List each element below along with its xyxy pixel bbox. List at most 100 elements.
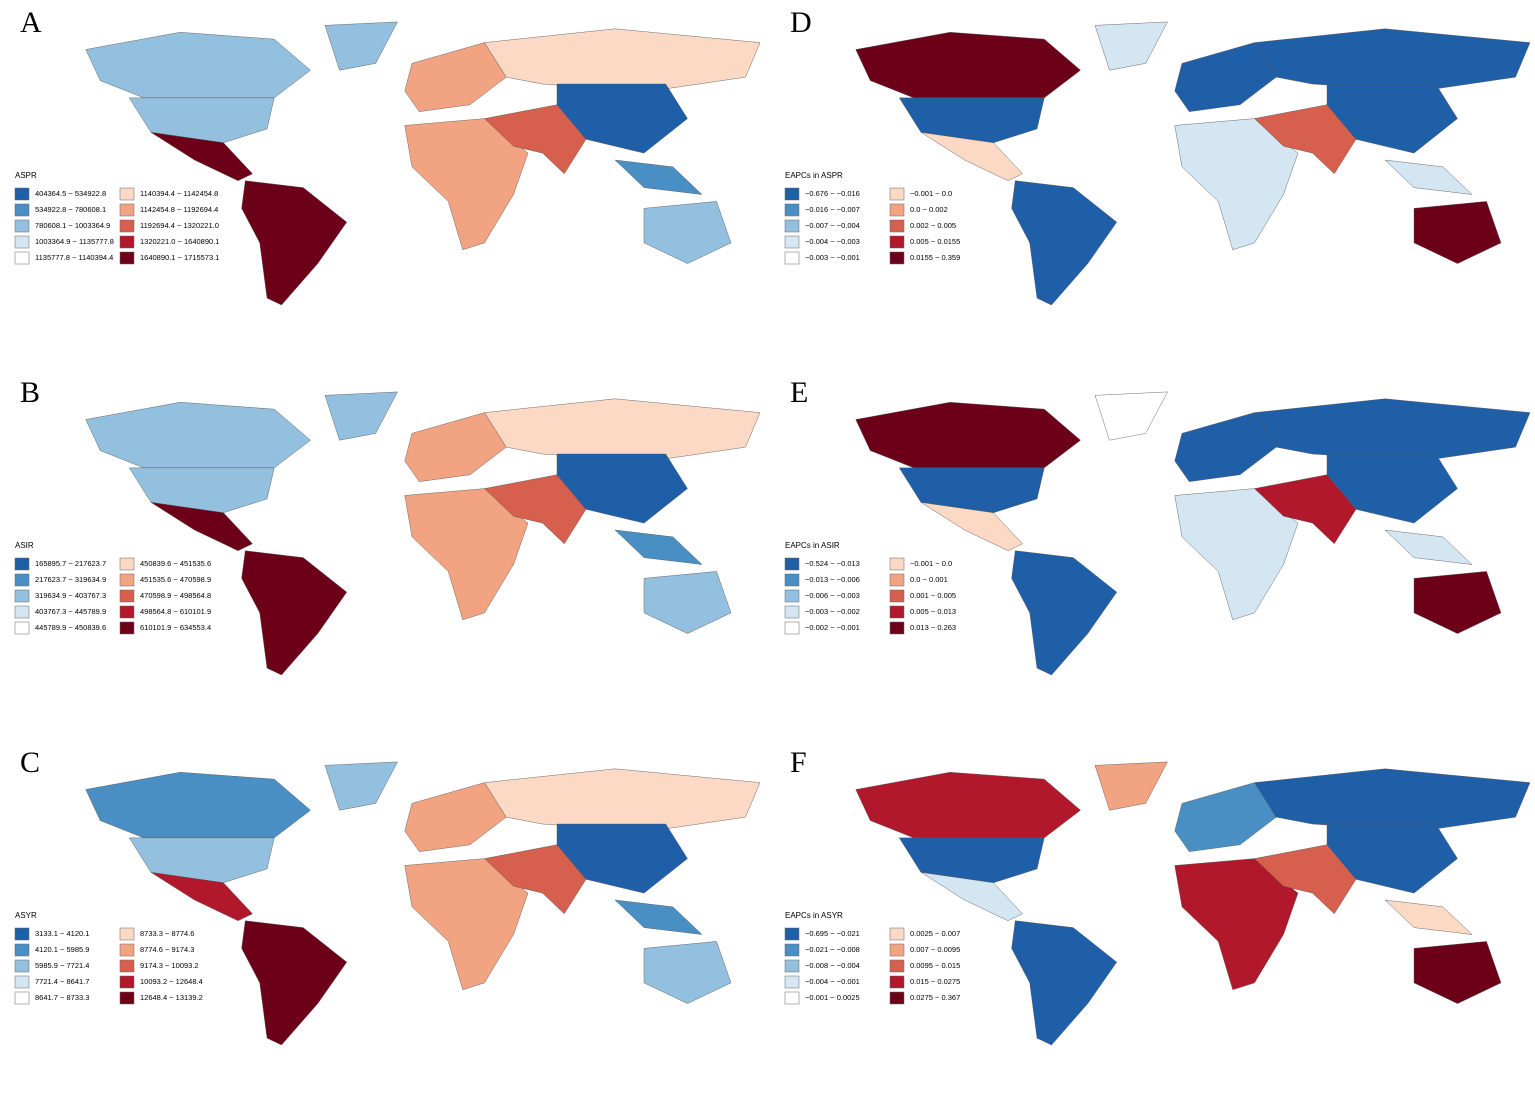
legend-label: −0.004 ~ −0.001 <box>805 977 860 986</box>
legend-swatch <box>889 975 905 989</box>
legend-label: 0.0 ~ 0.001 <box>910 575 948 584</box>
country-region <box>920 502 1023 551</box>
legend-swatch <box>119 187 135 201</box>
legend-swatch <box>14 605 30 619</box>
panel: C ASYR 3133.1 ~ 4120.1 4120.1 ~ 5985.9 5985.… <box>14 746 760 1045</box>
country-region <box>556 453 688 524</box>
legend-swatch <box>14 573 30 587</box>
country-region <box>556 823 688 894</box>
legend-swatch <box>889 991 905 1005</box>
legend-swatch <box>14 943 30 957</box>
legend-label: 12648.4 ~ 13139.2 <box>140 993 203 1002</box>
country-region <box>1254 768 1530 832</box>
legend-title: ASYR <box>15 911 37 920</box>
legend-label: 0.0275 ~ 0.367 <box>910 993 960 1002</box>
world-map <box>85 21 760 305</box>
panel: E EAPCs in ASIR −0.524 ~ −0.013 −0.013 ~ −0… <box>784 376 1530 675</box>
legend-label: 0.015 ~ 0.0275 <box>910 977 960 986</box>
legend-label: −0.676 ~ −0.016 <box>805 189 860 198</box>
legend-swatch <box>14 621 30 635</box>
legend-label: 1140394.4 ~ 1142454.8 <box>140 189 218 198</box>
country-region <box>855 402 1081 469</box>
legend-swatch <box>14 975 30 989</box>
legend-swatch <box>14 589 30 603</box>
legend-swatch <box>889 605 905 619</box>
legend-swatch <box>119 573 135 587</box>
country-region <box>324 391 398 441</box>
country-region <box>1011 920 1118 1045</box>
legend-label: 5985.9 ~ 7721.4 <box>35 961 89 970</box>
legend-swatch <box>784 589 800 603</box>
country-region <box>920 132 1023 181</box>
country-region <box>1094 21 1168 71</box>
country-region <box>241 920 348 1045</box>
legend-title: ASIR <box>15 541 34 550</box>
country-region <box>85 772 311 839</box>
country-region <box>150 132 253 181</box>
legend-swatch <box>889 573 905 587</box>
legend-swatch <box>14 235 30 249</box>
legend-label: −0.016 ~ −0.007 <box>805 205 860 214</box>
country-region <box>1384 899 1473 935</box>
country-region <box>1254 28 1530 92</box>
country-region <box>1094 391 1168 441</box>
panel: F EAPCs in ASYR −0.695 ~ −0.021 −0.021 ~ −0… <box>784 746 1530 1045</box>
legend-swatch <box>889 621 905 635</box>
legend-label: −0.004 ~ −0.003 <box>805 237 860 246</box>
country-region <box>1384 159 1473 195</box>
country-region <box>898 837 1045 883</box>
legend-label: 10093.2 ~ 12648.4 <box>140 977 203 986</box>
legend-label: −0.001 ~ 0.0 <box>910 559 952 568</box>
legend-swatch <box>889 943 905 957</box>
country-region <box>898 467 1045 513</box>
legend-swatch <box>119 943 135 957</box>
legend-label: 534922.8 ~ 780608.1 <box>35 205 106 214</box>
legend-swatch <box>119 959 135 973</box>
legend-label: 0.0 ~ 0.002 <box>910 205 948 214</box>
legend-swatch <box>889 959 905 973</box>
legend-label: 0.001 ~ 0.005 <box>910 591 956 600</box>
country-region <box>1413 201 1502 264</box>
legend-label: 450839.6 ~ 451535.6 <box>140 559 211 568</box>
legend-label: −0.695 ~ −0.021 <box>805 929 860 938</box>
country-region <box>643 571 732 634</box>
legend-label: −0.007 ~ −0.004 <box>805 221 860 230</box>
country-region <box>855 32 1081 99</box>
country-region <box>484 28 760 92</box>
legend-label: 1192694.4 ~ 1320221.0 <box>140 221 219 230</box>
legend-label: 0.0025 ~ 0.007 <box>910 929 960 938</box>
country-region <box>1011 180 1118 305</box>
legend-label: 451535.6 ~ 470598.9 <box>140 575 211 584</box>
country-region <box>484 768 760 832</box>
legend-label: 4120.1 ~ 5985.9 <box>35 945 89 954</box>
legend-swatch <box>784 991 800 1005</box>
legend-label: 8641.7 ~ 8733.3 <box>35 993 89 1002</box>
legend-swatch <box>784 187 800 201</box>
legend-title: EAPCs in ASIR <box>785 541 840 550</box>
world-map <box>855 21 1530 305</box>
country-region <box>128 837 275 883</box>
legend-swatch <box>784 621 800 635</box>
legend-swatch <box>14 927 30 941</box>
legend-swatch <box>119 251 135 265</box>
legend-label: −0.013 ~ −0.006 <box>805 575 860 584</box>
panel-letter: F <box>790 746 807 779</box>
panel-letter: D <box>790 6 812 39</box>
country-region <box>898 97 1045 143</box>
legend-title: EAPCs in ASYR <box>785 911 843 920</box>
legend-label: −0.001 ~ 0.0025 <box>805 993 860 1002</box>
legend-swatch <box>14 203 30 217</box>
legend-label: 470598.9 ~ 498564.8 <box>140 591 211 600</box>
country-region <box>855 772 1081 839</box>
country-region <box>128 97 275 143</box>
legend-label: 217623.7 ~ 319634.9 <box>35 575 106 584</box>
legend-swatch <box>14 991 30 1005</box>
country-region <box>920 872 1023 921</box>
legend-label: 1640890.1 ~ 1715573.1 <box>140 253 219 262</box>
legend-label: −0.002 ~ −0.001 <box>805 623 860 632</box>
country-region <box>484 398 760 462</box>
country-region <box>1413 941 1502 1004</box>
